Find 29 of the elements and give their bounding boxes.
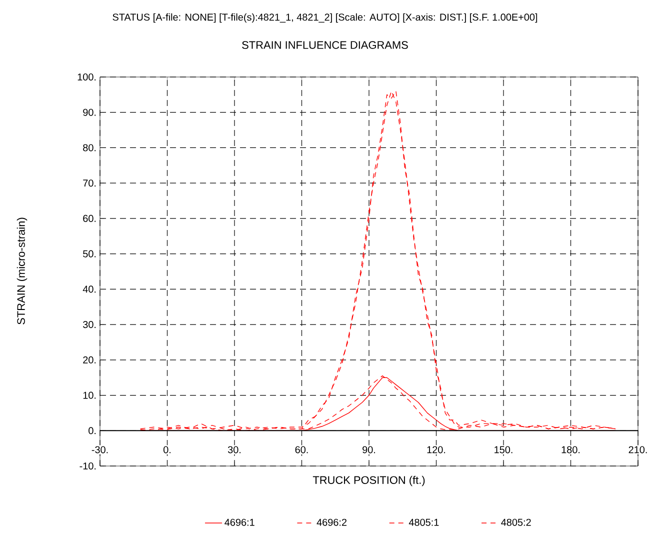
x-tick-label: 60. (295, 446, 308, 454)
y-tick-label: 90. (83, 108, 96, 116)
y-tick-label: 50. (83, 250, 96, 258)
y-tick-label: 30. (83, 321, 96, 328)
y-tick-label: 20. (83, 356, 96, 364)
x-axis-title: TRUCK POSITION (ft.) (312, 476, 425, 486)
x-tick-label: 120. (427, 446, 446, 454)
x-tick-label: -30. (92, 446, 108, 454)
y-tick-label: 70. (83, 180, 96, 187)
x-tick-label: 30. (228, 446, 241, 454)
x-tick-label: 210. (628, 446, 647, 454)
y-tick-label: 10. (83, 392, 96, 399)
x-tick-label: 0. (163, 446, 170, 454)
legend-label: 4805:1 (408, 518, 439, 526)
y-tick-label: -10. (80, 462, 96, 470)
chart-title: STRAIN INFLUENCE DIAGRAMS (242, 41, 408, 49)
y-tick-label: 40. (82, 286, 96, 293)
legend-label: 4696:1 (224, 518, 254, 526)
text: STATUS [A-file: NONE] [T-file(s):4821_1, 4821_2] [Scale: AUTO] [X-axis: DIST.] [S.F. 1.00E+00] (112, 13, 538, 23)
x-tick-label: 90. (362, 446, 376, 454)
legend-label: 4696:2 (316, 518, 347, 526)
y-tick-label: 80. (83, 144, 96, 152)
y-tick-label: 0. (88, 427, 96, 434)
y-axis-title: STRAIN (micro-strain) (16, 218, 28, 324)
y-tick-label: 60. (83, 214, 96, 222)
legend-label: 4805:2 (501, 518, 531, 526)
y-tick-label: 100. (78, 73, 96, 81)
x-tick-label: 150. (494, 446, 512, 454)
x-tick-label: 180. (562, 446, 580, 454)
